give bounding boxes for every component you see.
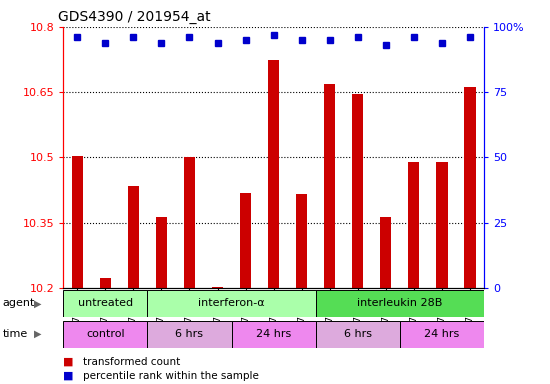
Text: 6 hrs: 6 hrs — [175, 329, 204, 339]
Bar — [72, 156, 83, 288]
Text: 6 hrs: 6 hrs — [344, 329, 372, 339]
Text: interferon-α: interferon-α — [198, 298, 265, 308]
Bar — [147, 290, 316, 317]
Bar — [316, 290, 484, 317]
Bar — [324, 84, 336, 288]
Bar — [100, 278, 111, 288]
Text: 24 hrs: 24 hrs — [424, 329, 460, 339]
Bar — [352, 94, 364, 288]
Text: percentile rank within the sample: percentile rank within the sample — [82, 371, 258, 381]
Text: control: control — [86, 329, 125, 339]
Bar — [464, 86, 476, 288]
Text: ■: ■ — [63, 357, 74, 367]
Text: ▶: ▶ — [34, 329, 42, 339]
Bar — [436, 162, 448, 288]
Bar — [380, 217, 392, 288]
Text: ■: ■ — [63, 371, 74, 381]
Text: agent: agent — [3, 298, 35, 308]
Bar — [63, 321, 147, 348]
Bar — [316, 321, 400, 348]
Bar — [184, 157, 195, 288]
Bar — [240, 193, 251, 288]
Bar — [212, 287, 223, 288]
Bar — [156, 217, 167, 288]
Bar — [268, 60, 279, 288]
Text: interleukin 28B: interleukin 28B — [357, 298, 443, 308]
Bar — [296, 194, 307, 288]
Text: GDS4390 / 201954_at: GDS4390 / 201954_at — [58, 10, 210, 23]
Bar — [408, 162, 420, 288]
Text: transformed count: transformed count — [82, 357, 180, 367]
Bar — [400, 321, 484, 348]
Bar — [128, 186, 139, 288]
Text: ▶: ▶ — [34, 298, 42, 308]
Text: time: time — [3, 329, 28, 339]
Bar — [147, 321, 232, 348]
Bar — [63, 290, 147, 317]
Text: untreated: untreated — [78, 298, 133, 308]
Text: 24 hrs: 24 hrs — [256, 329, 292, 339]
Bar — [232, 321, 316, 348]
